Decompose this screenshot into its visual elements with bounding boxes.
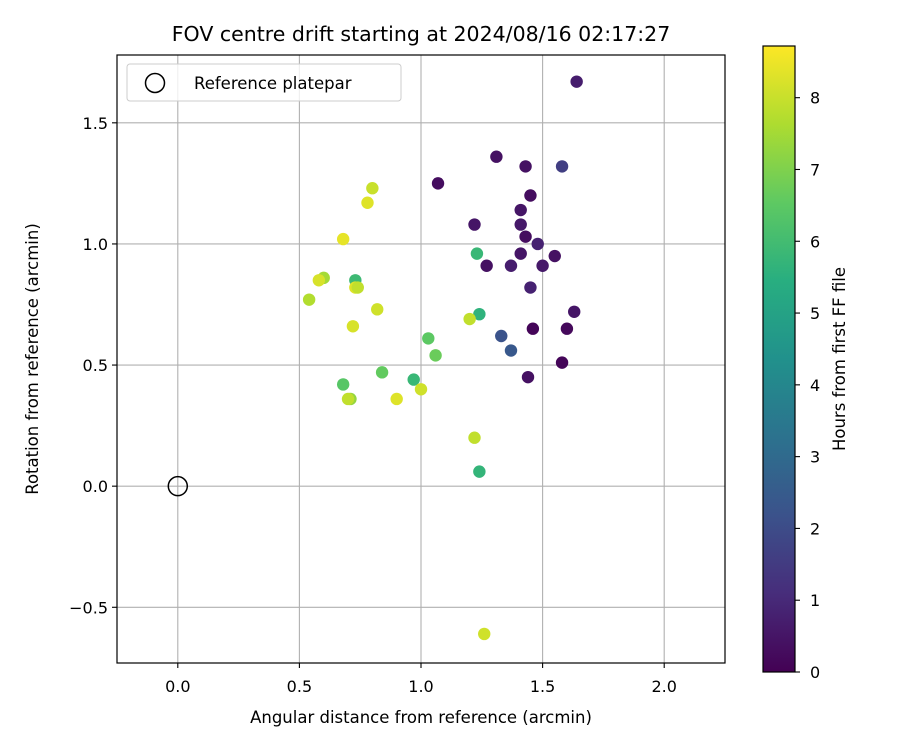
colorbar-tick-label: 4 (810, 376, 820, 395)
reference-platepar-marker (167, 475, 189, 497)
scatter-point (478, 627, 491, 641)
colorbar-gradient (762, 45, 796, 673)
scatter-point (473, 307, 486, 321)
scatter-point (414, 383, 428, 396)
scatter-point (351, 281, 364, 294)
legend-marker-icon (144, 72, 166, 94)
scatter-point (470, 247, 484, 260)
grid-lines (117, 55, 725, 663)
scatter-point (514, 203, 527, 217)
scatter-point (504, 344, 518, 357)
scatter-point (407, 373, 420, 386)
chart-title: FOV centre drift starting at 2024/08/16 … (172, 22, 671, 46)
x-tick-label: 0.0 (165, 677, 190, 696)
colorbar: 0 1 2 3 4 5 6 7 8 Hours from first FF file (762, 45, 849, 682)
scatter-point (336, 232, 350, 246)
colorbar-tick-label: 7 (810, 160, 820, 179)
scatter-point (302, 293, 316, 306)
y-tick-label: 1.5 (83, 114, 108, 133)
x-axis-ticks: 0.0 0.5 1.0 1.5 2.0 (165, 663, 677, 696)
x-tick-label: 1.0 (408, 677, 433, 696)
scatter-point (519, 160, 532, 173)
scatter-point (390, 392, 403, 406)
scatter-point (568, 305, 581, 318)
scatter-point (524, 189, 537, 202)
scatter-point (570, 75, 583, 88)
colorbar-label: Hours from first FF file (830, 267, 849, 451)
scatter-point (480, 259, 493, 272)
scatter-point (468, 218, 481, 231)
y-tick-label: 1.0 (83, 235, 108, 254)
scatter-point (366, 182, 379, 195)
colorbar-tick-label: 6 (810, 232, 820, 251)
scatter-point (312, 274, 326, 287)
scatter-point (521, 370, 535, 384)
colorbar-tick-label: 8 (810, 89, 820, 108)
scatter-point (514, 218, 527, 231)
scatter-point (473, 465, 486, 478)
scatter-point (336, 378, 350, 391)
colorbar-tick-label: 3 (810, 448, 820, 467)
scatter-point (526, 322, 540, 335)
scatter-point (504, 259, 518, 272)
scatter-point (555, 160, 569, 173)
scatter-point (519, 230, 532, 243)
scatter-point (346, 320, 360, 333)
y-tick-label: −0.5 (69, 598, 108, 617)
x-tick-label: 2.0 (651, 677, 676, 696)
legend: Reference platepar (126, 63, 402, 102)
colorbar-tick-label: 1 (810, 591, 820, 610)
y-axis-ticks: −0.5 0.0 0.5 1.0 1.5 (69, 114, 117, 617)
y-tick-label: 0.5 (83, 356, 108, 375)
scatter-point (548, 249, 561, 263)
scatter-point (514, 247, 527, 260)
colorbar-tick-label: 5 (810, 304, 820, 323)
colorbar-tick-label: 2 (810, 519, 820, 538)
x-tick-label: 1.5 (530, 677, 555, 696)
scatter-point (555, 356, 569, 369)
scatter-point (490, 150, 503, 163)
x-tick-label: 0.5 (287, 677, 312, 696)
scatter-point (560, 322, 574, 335)
scatter-point (495, 329, 508, 343)
scatter-point (371, 303, 384, 316)
scatter-point (524, 281, 537, 294)
scatter-point (375, 366, 389, 379)
x-axis-label: Angular distance from reference (arcmin) (250, 708, 592, 727)
scatter-points (302, 75, 583, 641)
scatter-point (463, 312, 476, 326)
colorbar-ticks: 0 1 2 3 4 5 6 7 8 (795, 89, 820, 682)
scatter-point (361, 196, 374, 209)
colorbar-tick-label: 0 (810, 663, 820, 682)
scatter-point (468, 431, 481, 444)
y-axis-label: Rotation from reference (arcmin) (23, 223, 42, 495)
scatter-point (536, 259, 549, 272)
scatter-point (429, 349, 442, 362)
legend-box (126, 63, 402, 102)
legend-label: Reference platepar (194, 74, 352, 93)
scatter-point (422, 332, 435, 345)
scatter-point (431, 177, 445, 190)
scatter-point (531, 237, 544, 251)
y-tick-label: 0.0 (83, 477, 108, 496)
scatter-point (341, 392, 355, 406)
